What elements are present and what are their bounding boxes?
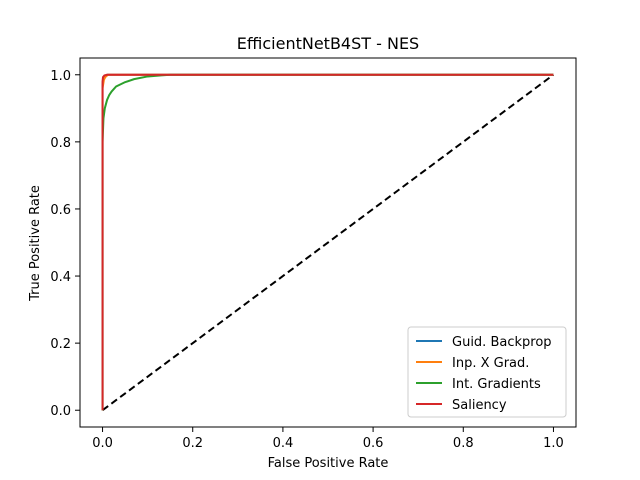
x-tick-label: 0.8	[453, 436, 474, 451]
y-tick-label: 0.2	[50, 337, 71, 352]
y-tick-label: 0.0	[50, 404, 71, 419]
x-tick-label: 0.6	[363, 436, 384, 451]
legend-label: Guid. Backprop	[452, 335, 552, 350]
x-axis-label: False Positive Rate	[268, 456, 389, 471]
x-tick-label: 0.4	[273, 436, 294, 451]
chart-title: EfficientNetB4ST - NES	[237, 34, 419, 53]
x-tick-label: 0.0	[92, 436, 113, 451]
reference-diagonal-line	[101, 73, 555, 412]
axes-frame	[79, 57, 577, 428]
series-line-4	[101, 73, 554, 411]
y-tick-label: 0.8	[50, 136, 71, 151]
legend: Guid. Backprop Inp. X Grad. Int. Gradients…	[407, 326, 567, 418]
y-tick-label: 0.6	[50, 203, 71, 218]
y-tick-label: 0.4	[50, 270, 71, 285]
y-tick-label: 1.0	[50, 69, 71, 84]
y-axis-label: True Positive Rate	[28, 185, 43, 302]
x-tick-label: 1.0	[543, 436, 564, 451]
legend-label: Saliency	[452, 398, 507, 413]
legend-label: Inp. X Grad.	[452, 356, 529, 371]
x-tick-label: 0.2	[182, 436, 203, 451]
axes: 0.0 0.2 0.4 0.6 0.8 1.0 0.0 0.2 0.4 0.6 0.8 1.0	[50, 57, 577, 451]
legend-label: Int. Gradients	[452, 377, 541, 392]
plot-area	[101, 73, 555, 412]
legend-box	[407, 326, 567, 418]
